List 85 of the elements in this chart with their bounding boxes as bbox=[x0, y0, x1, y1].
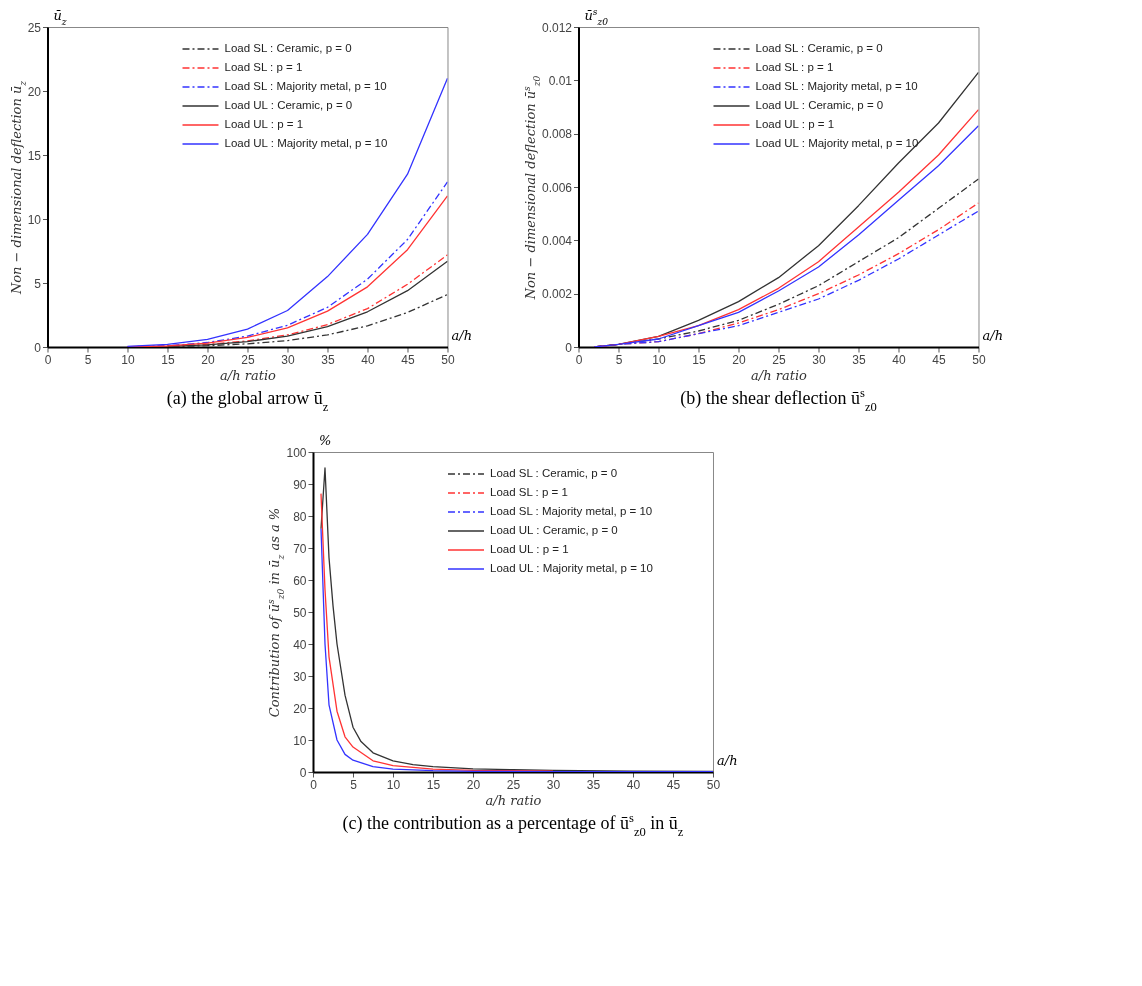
x-tick-label: 0 bbox=[44, 352, 52, 367]
text: ū$_{z}$ bbox=[53, 8, 67, 27]
x-tick-label: 15 bbox=[692, 352, 706, 367]
x-tick-label: 40 bbox=[361, 352, 375, 367]
text: (a) the global arrow ū$_{z}$ bbox=[166, 388, 329, 414]
y-tick-label: 40 bbox=[293, 637, 307, 652]
x-tick-label: 40 bbox=[892, 352, 906, 367]
x-axis-title: a/h ratio bbox=[485, 792, 542, 808]
y-tick-label: 70 bbox=[293, 541, 307, 556]
y-tick-label: 0.006 bbox=[541, 180, 573, 195]
legend-label: Load UL : p = 1 bbox=[755, 118, 835, 130]
y-tick-label: 80 bbox=[293, 509, 307, 524]
legend-label: Load UL : Majority metal, p = 10 bbox=[224, 137, 388, 149]
legend-label: Load UL : p = 1 bbox=[224, 118, 304, 130]
y-tick-label: 0.002 bbox=[541, 287, 573, 302]
y-tick-label: 90 bbox=[293, 477, 307, 492]
y-tick-label: 30 bbox=[293, 669, 307, 684]
x-tick-label: 5 bbox=[615, 352, 623, 367]
x-tick-label: 30 bbox=[281, 352, 295, 367]
text: a/h bbox=[451, 328, 473, 343]
legend-label: Load SL : p = 1 bbox=[490, 486, 568, 498]
y-tick-label: 60 bbox=[293, 573, 307, 588]
x-tick-label: 15 bbox=[161, 352, 175, 367]
legend-label: Load SL : Majority metal, p = 10 bbox=[224, 80, 387, 92]
x-tick-label: 0 bbox=[310, 777, 318, 792]
x-tick-label: 10 bbox=[652, 352, 666, 367]
y-tick-label: 15 bbox=[27, 148, 42, 163]
legend-label: Load UL : Ceramic, p = 0 bbox=[224, 99, 353, 111]
y-tick-label: 0.004 bbox=[541, 233, 573, 248]
y-tick-label: 0.01 bbox=[548, 73, 573, 88]
legend-label: Load SL : Ceramic, p = 0 bbox=[490, 467, 618, 479]
text: a/h bbox=[717, 753, 738, 768]
legend-label: Load SL : Ceramic, p = 0 bbox=[755, 42, 883, 54]
x-tick-label: 20 bbox=[201, 352, 215, 367]
x-tick-label: 10 bbox=[386, 777, 401, 792]
legend-label: Load UL : Majority metal, p = 10 bbox=[755, 137, 919, 149]
legend-label: Load SL : Ceramic, p = 0 bbox=[224, 42, 352, 54]
x-tick-label: 50 bbox=[441, 352, 455, 367]
x-tick-label: 5 bbox=[350, 777, 358, 792]
text: a/h bbox=[982, 328, 1004, 343]
text: (c) the contribution as a percentage of ū$^{s}$$_{z0}$ in ū$_{z}$ bbox=[342, 811, 684, 839]
y-tick-label: 0 bbox=[34, 340, 42, 355]
legend-label: Load SL : Majority metal, p = 10 bbox=[755, 80, 918, 92]
x-tick-label: 20 bbox=[732, 352, 746, 367]
x-tick-label: 45 bbox=[666, 777, 681, 792]
legend-label: Load SL : p = 1 bbox=[224, 61, 303, 73]
legend-label: Load SL : p = 1 bbox=[755, 61, 834, 73]
x-tick-label: 35 bbox=[321, 352, 335, 367]
x-tick-label: 40 bbox=[626, 777, 641, 792]
y-tick-label: 5 bbox=[34, 276, 42, 291]
y-tick-label: 0.012 bbox=[541, 20, 573, 35]
x-axis-title: a/h ratio bbox=[751, 367, 808, 383]
x-tick-label: 35 bbox=[852, 352, 866, 367]
x-tick-label: 30 bbox=[812, 352, 826, 367]
x-tick-label: 5 bbox=[84, 352, 92, 367]
x-tick-label: 0 bbox=[575, 352, 583, 367]
y-tick-label: 0 bbox=[565, 340, 573, 355]
x-tick-label: 50 bbox=[972, 352, 986, 367]
y-tick-label: 10 bbox=[293, 733, 307, 748]
legend-label: Load UL : Ceramic, p = 0 bbox=[755, 99, 884, 111]
x-tick-label: 25 bbox=[506, 777, 521, 792]
x-tick-label: 10 bbox=[121, 352, 135, 367]
text: % bbox=[319, 433, 332, 448]
legend-label: Load UL : Majority metal, p = 10 bbox=[490, 562, 653, 574]
x-tick-label: 45 bbox=[932, 352, 946, 367]
x-tick-label: 25 bbox=[772, 352, 786, 367]
y-tick-label: 10 bbox=[27, 212, 42, 227]
legend-label: Load UL : p = 1 bbox=[490, 543, 569, 555]
x-tick-label: 15 bbox=[426, 777, 441, 792]
x-axis-title: a/h ratio bbox=[220, 367, 277, 383]
y-tick-label: 100 bbox=[286, 445, 307, 460]
y-tick-label: 20 bbox=[293, 701, 307, 716]
x-tick-label: 25 bbox=[241, 352, 255, 367]
legend-label: Load SL : Majority metal, p = 10 bbox=[490, 505, 653, 517]
y-tick-label: 0 bbox=[299, 765, 307, 780]
y-tick-label: 25 bbox=[27, 20, 42, 35]
y-tick-label: 50 bbox=[293, 605, 307, 620]
x-tick-label: 50 bbox=[706, 777, 721, 792]
legend-label: Load UL : Ceramic, p = 0 bbox=[490, 524, 618, 536]
x-tick-label: 35 bbox=[586, 777, 601, 792]
x-tick-label: 20 bbox=[466, 777, 481, 792]
y-tick-label: 0.008 bbox=[541, 127, 573, 142]
line-series bbox=[320, 528, 713, 772]
x-tick-label: 45 bbox=[401, 352, 415, 367]
y-tick-label: 20 bbox=[27, 84, 42, 99]
